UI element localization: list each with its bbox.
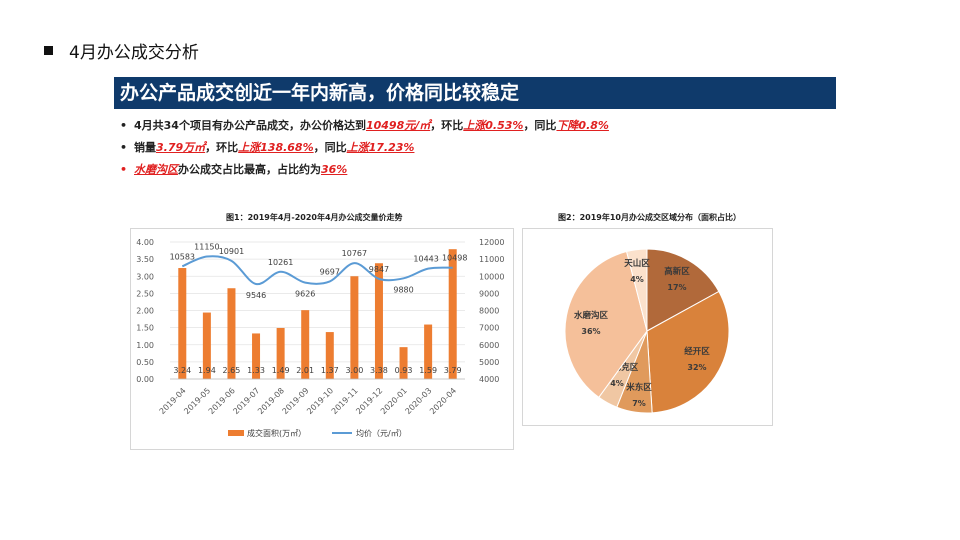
bullet-item: • 水磨沟区办公成交占比最高，占比约为36% [120, 161, 609, 183]
bullet-dot-icon: • [120, 163, 128, 176]
highlight-text: 下降0.8% [556, 119, 609, 132]
chart1-title: 图1：2019年4月-2020年4月办公成交量价走势 [226, 213, 403, 222]
highlight-text: 上涨17.23% [346, 141, 415, 154]
chart1-panel [130, 228, 514, 450]
bullet-text: ，环比 [430, 119, 464, 132]
highlight-text: 上涨0.53% [463, 119, 524, 132]
highlight-text: 水磨沟区 [134, 163, 178, 176]
bullet-text: 销量 [134, 141, 156, 154]
highlight-text: 10498元/㎡ [365, 119, 431, 132]
chart2-title: 图2：2019年10月办公成交区域分布（面积占比） [558, 213, 741, 222]
highlight-text: 36% [321, 163, 348, 176]
bullet-text: 办公成交占比最高，占比约为 [178, 163, 321, 176]
page-title-text: 4月办公成交分析 [69, 43, 199, 63]
chart2-panel [522, 228, 773, 426]
bullet-text: ，同比 [523, 119, 557, 132]
bullet-text: ，环比 [205, 141, 239, 154]
highlight-text: 3.79万㎡ [156, 141, 206, 154]
square-bullet-icon [44, 46, 53, 55]
bullet-dot-icon: • [120, 119, 128, 132]
highlight-text: 上涨138.68% [238, 141, 314, 154]
bullet-text: 4月共34个项目有办公产品成交，办公价格达到 [134, 119, 366, 132]
bullet-item: • 4月共34个项目有办公产品成交，办公价格达到10498元/㎡，环比上涨0.53… [120, 117, 609, 139]
page-title: 4月办公成交分析 [44, 38, 199, 63]
bullet-text: ，同比 [313, 141, 347, 154]
summary-bullets: • 4月共34个项目有办公产品成交，办公价格达到10498元/㎡，环比上涨0.53… [120, 117, 609, 183]
bullet-item: • 销量3.79万㎡，环比上涨138.68%，同比上涨17.23% [120, 139, 609, 161]
bullet-dot-icon: • [120, 141, 128, 154]
headline-banner: 办公产品成交创近一年内新高，价格同比较稳定 [114, 77, 836, 109]
